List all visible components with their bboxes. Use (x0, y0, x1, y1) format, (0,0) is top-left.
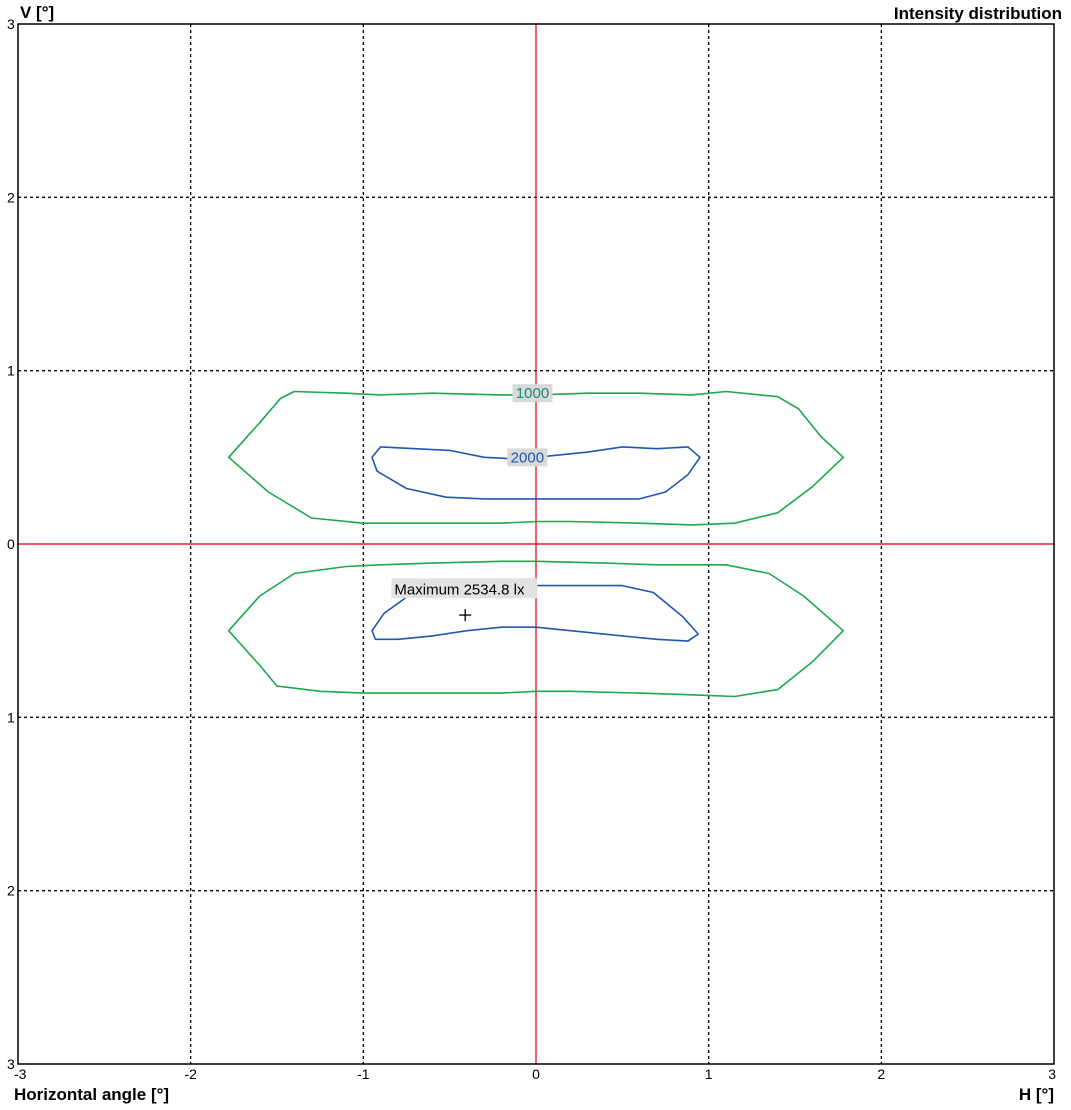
contour-label-2000: 2000 (511, 449, 544, 466)
y-tick-label: 3 (7, 1056, 15, 1072)
y-tick-label: 1 (7, 363, 15, 379)
x-tick-label: 2 (877, 1066, 885, 1082)
y-tick-label: 3 (7, 16, 15, 32)
x-tick-label: 1 (705, 1066, 713, 1082)
maximum-label-box (391, 578, 538, 599)
crosshair-layer (18, 24, 1054, 1064)
v-axis-label: V [°] (20, 3, 55, 22)
x-tick-label: -3 (14, 1066, 27, 1082)
contour-label-1000: 1000 (516, 385, 549, 402)
y-tick-label: 2 (7, 189, 15, 205)
chart-title: Intensity distribution (893, 4, 1062, 23)
contour-label-box (507, 448, 548, 467)
y-tick-label: 2 (7, 883, 15, 899)
x-tick-label: 3 (1048, 1066, 1056, 1082)
h-axis-label: H [°] (1018, 1085, 1054, 1104)
x-axis-label: Horizontal angle [°] (14, 1085, 170, 1104)
contour-line-2000 (371, 446, 701, 500)
tick-label-layer: -3 -2 -1 0 1 2 3 3 2 1 0 1 2 3 (7, 16, 1056, 1082)
contour-label-layer: 1000 2000 Maximum 2534.8 lx (391, 384, 553, 622)
contour-label-box (512, 384, 553, 403)
x-tick-label: -1 (357, 1066, 370, 1082)
x-tick-label: 0 (532, 1066, 540, 1082)
contour-line-1000 (227, 390, 845, 526)
maximum-label: Maximum 2534.8 lx (394, 581, 525, 598)
plot-frame (17, 23, 1055, 1065)
y-tick-label: 0 (7, 536, 15, 552)
x-tick-label: -2 (184, 1066, 197, 1082)
contour-line-1000 (227, 560, 845, 698)
y-tick-label: 1 (7, 709, 15, 725)
